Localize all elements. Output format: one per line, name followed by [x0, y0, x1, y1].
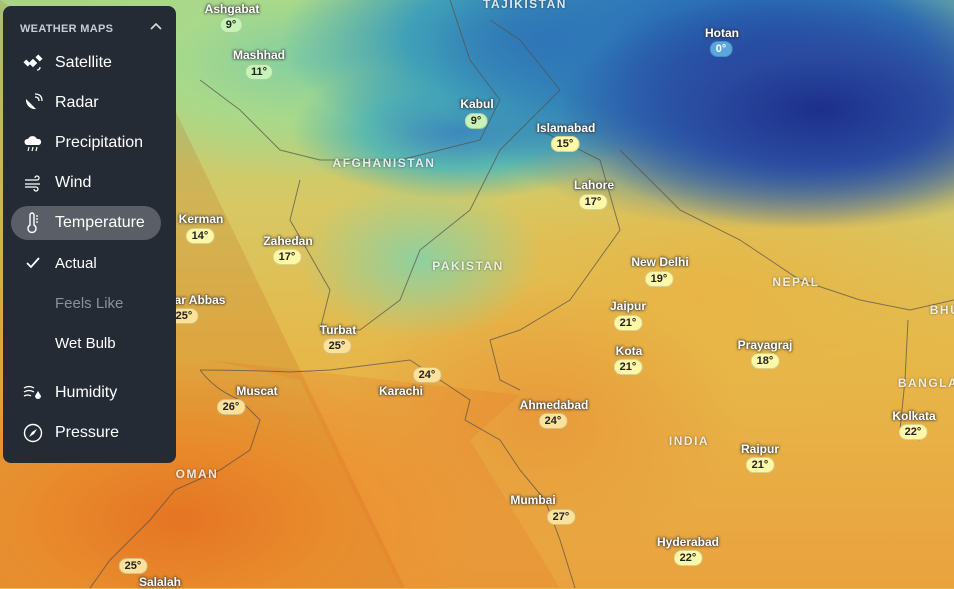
- temp-badge[interactable]: 27°: [546, 509, 576, 525]
- satellite-icon: [11, 53, 55, 73]
- city-label[interactable]: Kerman: [178, 212, 224, 226]
- country-label-bangladesh: BANGLA: [897, 376, 954, 390]
- city-label[interactable]: Turbat: [319, 323, 357, 337]
- menu-item-humidity[interactable]: Humidity: [11, 376, 161, 410]
- temp-badge[interactable]: 24°: [412, 367, 442, 383]
- chevron-up-icon[interactable]: [149, 20, 163, 34]
- menu-item-radar[interactable]: Radar: [11, 86, 161, 120]
- temp-badge[interactable]: 11°: [244, 64, 274, 80]
- submenu-item-actual[interactable]: Actual: [11, 246, 161, 280]
- country-label-afghanistan: AFGHANISTAN: [332, 156, 436, 170]
- temp-badge[interactable]: 25°: [169, 308, 199, 324]
- city-label[interactable]: Mumbai: [510, 493, 556, 507]
- city-label[interactable]: Jaipur: [609, 299, 647, 313]
- menu-item-label: Wind: [55, 174, 92, 191]
- city-label[interactable]: Karachi: [378, 384, 424, 398]
- city-label[interactable]: Hotan: [705, 26, 739, 40]
- city-label[interactable]: Kabul: [460, 97, 494, 111]
- temp-badge[interactable]: 9°: [464, 113, 488, 129]
- temp-badge[interactable]: 9°: [219, 17, 243, 33]
- country-label-tajikistan: TAJIKISTAN: [483, 0, 567, 11]
- city-label[interactable]: Prayagraj: [737, 338, 793, 352]
- city-label[interactable]: New Delhi: [631, 255, 689, 269]
- menu-item-label: Precipitation: [55, 134, 144, 151]
- temp-badge[interactable]: 25°: [118, 558, 148, 574]
- panel-title: WEATHER MAPS: [20, 23, 114, 35]
- temp-badge[interactable]: 17°: [578, 194, 608, 210]
- temp-badge[interactable]: 21°: [613, 315, 643, 331]
- menu-item-label: Wet Bulb: [55, 334, 116, 352]
- temp-badge[interactable]: 0°: [709, 41, 733, 57]
- weather-maps-panel: WEATHER MAPS Satellite Radar Precipitati…: [3, 6, 176, 463]
- submenu-item-feels-like[interactable]: Feels Like: [11, 286, 161, 320]
- menu-item-label: Radar: [55, 94, 99, 111]
- checkmark-icon: [11, 255, 55, 271]
- wind-icon: [11, 173, 55, 193]
- compass-gauge-icon: [11, 423, 55, 443]
- rain-cloud-icon: [11, 133, 55, 153]
- city-label[interactable]: Kolkata: [892, 409, 936, 423]
- city-label[interactable]: Ahmedabad: [519, 398, 589, 412]
- temp-badge[interactable]: 17°: [272, 249, 302, 265]
- temp-badge[interactable]: 15°: [550, 136, 580, 152]
- temp-badge[interactable]: 19°: [644, 271, 674, 287]
- city-label[interactable]: Salalah: [138, 575, 182, 589]
- menu-item-label: Satellite: [55, 54, 112, 71]
- city-label[interactable]: Hyderabad: [656, 535, 720, 549]
- temp-badge[interactable]: 14°: [185, 228, 215, 244]
- country-label-nepal: NEPAL: [772, 275, 820, 289]
- country-label-oman: OMAN: [175, 467, 219, 481]
- radar-dish-icon: [11, 93, 55, 113]
- city-label[interactable]: Mashhad: [232, 48, 286, 62]
- city-label[interactable]: Zahedan: [263, 234, 313, 248]
- city-label[interactable]: Ashgabat: [204, 2, 260, 16]
- temp-badge[interactable]: 24°: [538, 413, 568, 429]
- menu-item-label: Temperature: [55, 214, 145, 231]
- thermometer-icon: [11, 212, 55, 234]
- temp-badge[interactable]: 22°: [673, 550, 703, 566]
- country-label-pakistan: PAKISTAN: [432, 259, 504, 273]
- city-label[interactable]: Raipur: [740, 442, 780, 456]
- temp-badge[interactable]: 25°: [322, 338, 352, 354]
- menu-item-wind[interactable]: Wind: [11, 166, 161, 200]
- city-label[interactable]: ar Abbas: [174, 293, 226, 307]
- menu-item-temperature[interactable]: Temperature: [11, 206, 161, 240]
- menu-item-label: Pressure: [55, 424, 120, 441]
- city-label[interactable]: Muscat: [236, 384, 278, 398]
- city-label[interactable]: Lahore: [573, 178, 615, 192]
- menu-item-precipitation[interactable]: Precipitation: [11, 126, 161, 160]
- menu-item-pressure[interactable]: Pressure: [11, 416, 161, 450]
- temp-badge[interactable]: 22°: [898, 424, 928, 440]
- menu-item-label: Humidity: [55, 384, 118, 401]
- menu-item-label: Feels Like: [55, 294, 124, 312]
- temp-badge[interactable]: 21°: [745, 457, 775, 473]
- submenu-item-wet-bulb[interactable]: Wet Bulb: [11, 326, 161, 360]
- city-label[interactable]: Islamabad: [536, 121, 596, 135]
- menu-item-label: Actual: [55, 254, 97, 272]
- temp-badge[interactable]: 26°: [216, 399, 246, 415]
- city-label[interactable]: Kota: [615, 344, 643, 358]
- temp-badge[interactable]: 18°: [750, 353, 780, 369]
- menu-item-satellite[interactable]: Satellite: [11, 46, 161, 80]
- country-label-india: INDIA: [668, 434, 710, 448]
- humidity-icon: [11, 383, 55, 403]
- temp-badge[interactable]: 21°: [613, 359, 643, 375]
- country-label-bhutan: BHU: [929, 303, 954, 317]
